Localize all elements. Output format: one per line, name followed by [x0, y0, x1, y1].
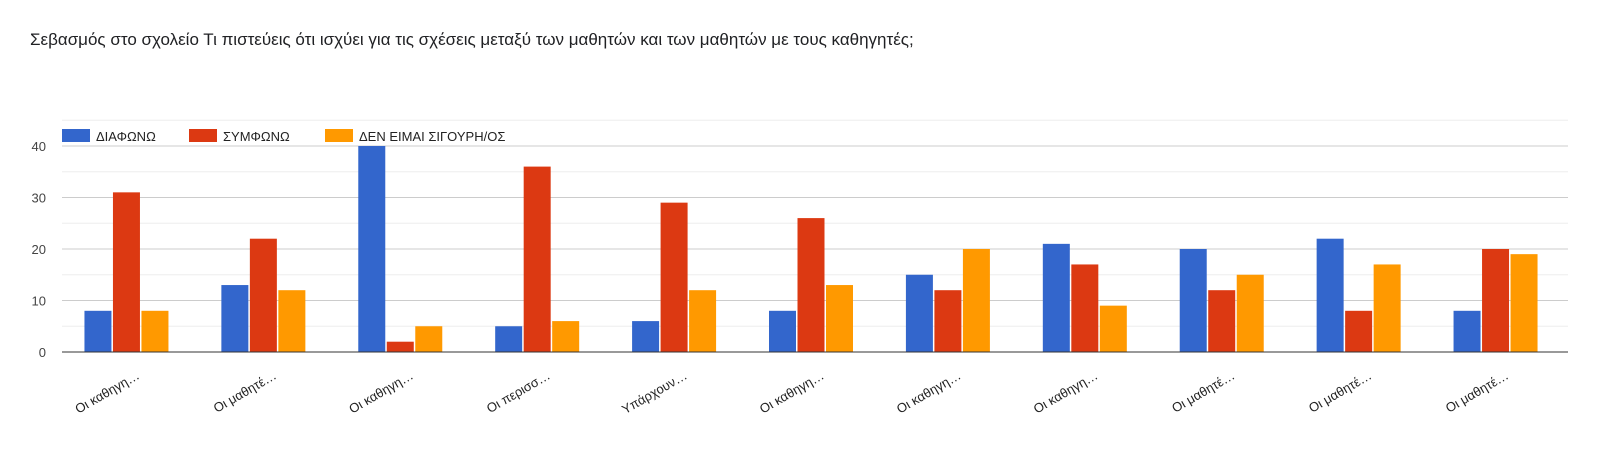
bar — [632, 321, 660, 352]
legend-swatch — [189, 129, 217, 142]
bar — [1316, 238, 1344, 352]
bar — [1453, 310, 1481, 352]
x-tick-label: Υπάρχουν… — [619, 368, 689, 417]
bar — [1345, 310, 1373, 352]
bar — [495, 326, 523, 352]
bar — [552, 321, 580, 352]
x-tick-label: Οι περισσ… — [484, 368, 553, 416]
bar — [934, 290, 962, 352]
bar — [358, 146, 386, 352]
y-tick-label: 30 — [32, 191, 46, 206]
x-tick-label: Οι καθηγη… — [757, 368, 827, 417]
bar — [415, 326, 443, 352]
legend-swatch — [325, 129, 353, 142]
bar — [1071, 264, 1099, 352]
bar — [1042, 243, 1070, 352]
y-tick-label: 0 — [39, 345, 46, 360]
bar — [769, 310, 796, 352]
bar — [278, 290, 306, 352]
bar — [660, 202, 688, 352]
bar — [1099, 305, 1127, 352]
bar — [1482, 249, 1510, 352]
bar — [249, 238, 277, 352]
bar — [1373, 264, 1401, 352]
bar — [112, 192, 140, 352]
bar — [962, 249, 990, 352]
bar — [1208, 290, 1236, 352]
bar — [826, 285, 853, 352]
bar — [141, 310, 169, 352]
x-tick-label: Οι καθηγη… — [346, 368, 416, 417]
bar — [84, 310, 112, 352]
bar — [797, 218, 825, 352]
bar — [1236, 274, 1264, 352]
bar — [1510, 254, 1538, 352]
bar — [905, 274, 933, 352]
y-tick-label: 40 — [32, 139, 46, 154]
x-tick-label: Οι μαθητέ… — [1306, 368, 1374, 416]
bar — [386, 341, 414, 352]
chart-title: Σεβασμός στο σχολείο Τι πιστεύεις ότι ισ… — [30, 30, 914, 49]
y-tick-label: 10 — [32, 294, 46, 309]
bar — [689, 290, 717, 352]
x-tick-label: Οι καθηγη… — [1031, 368, 1101, 417]
x-tick-label: Οι μαθητέ… — [1169, 368, 1237, 416]
bar — [523, 166, 551, 352]
legend-label: ΣΥΜΦΩΝΩ — [223, 129, 290, 144]
legend-label: ΔΙΑΦΩΝΩ — [96, 129, 156, 144]
x-tick-label: Οι μαθητέ… — [1443, 368, 1511, 416]
legend-label: ΔΕΝ ΕΙΜΑΙ ΣΙΓΟΥΡΗ/ΟΣ — [359, 129, 505, 144]
bar — [221, 285, 249, 352]
legend-swatch — [62, 129, 90, 142]
x-tick-label: Οι καθηγη… — [894, 368, 964, 417]
x-tick-label: Οι καθηγη… — [72, 368, 142, 417]
bar — [1179, 249, 1207, 352]
y-tick-label: 20 — [32, 242, 46, 257]
x-tick-label: Οι μαθητέ… — [211, 368, 279, 416]
